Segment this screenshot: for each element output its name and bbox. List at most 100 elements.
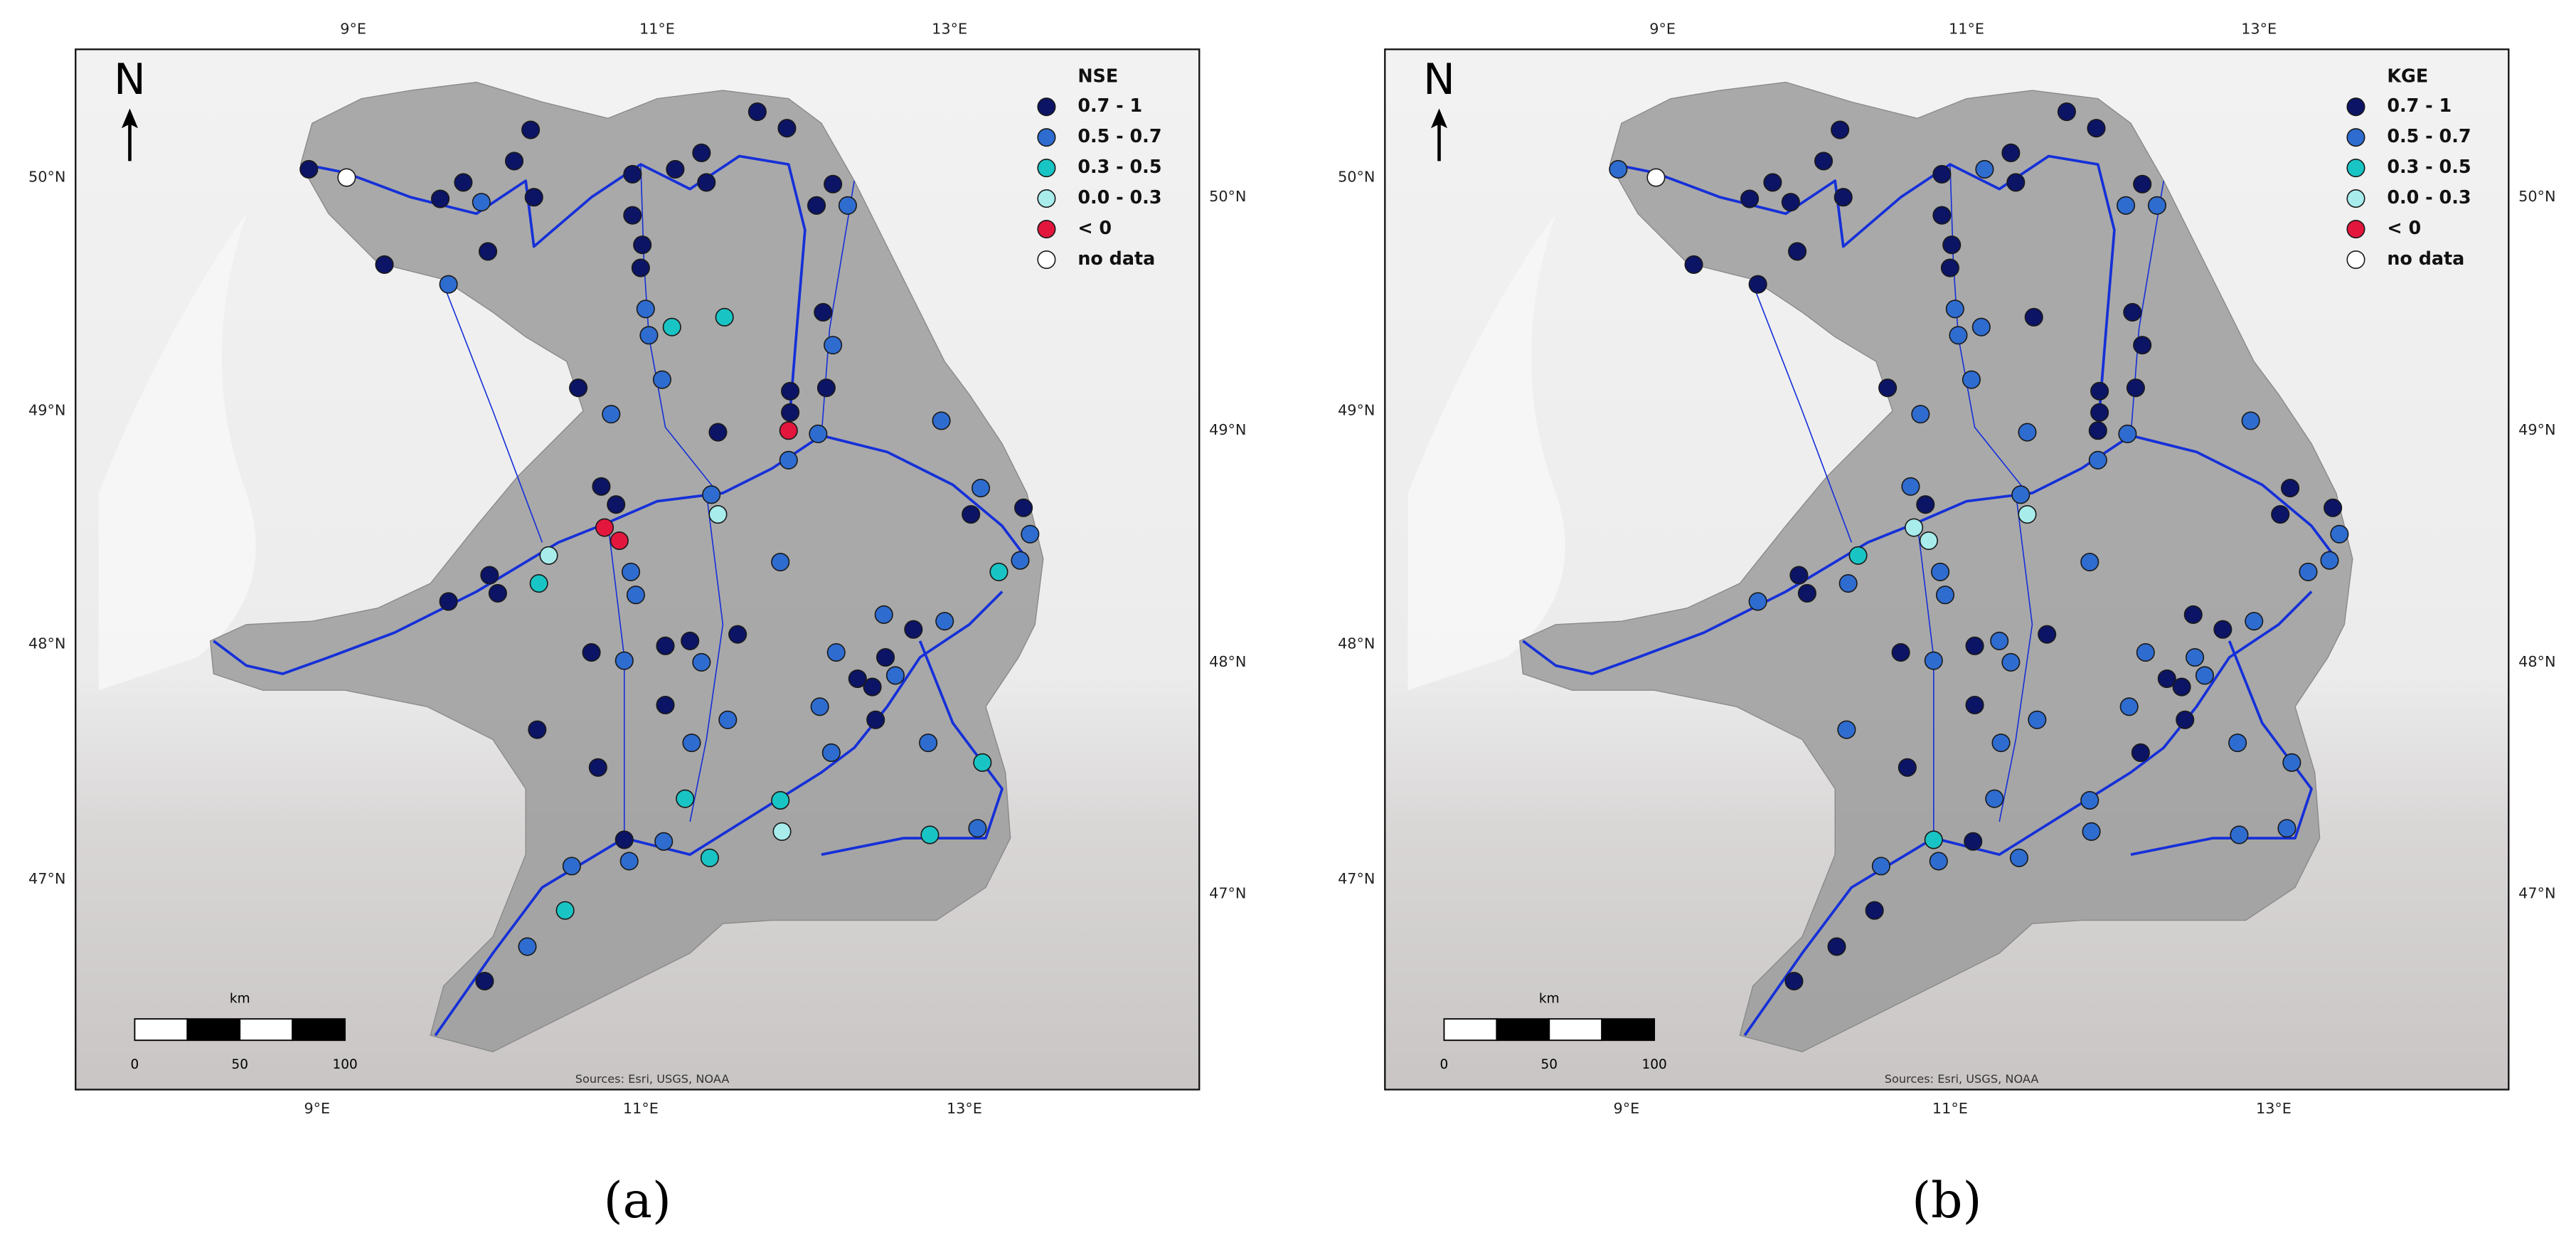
station [2330,524,2349,544]
scale-segment [1443,1018,1498,1042]
source-note: Sources: Esri, USGS, NOAA [575,1072,730,1086]
legend-symbol [2346,128,2365,147]
station [2271,504,2290,524]
station [2018,423,2037,442]
river [689,492,724,822]
station [2082,822,2101,841]
legend-symbol [1037,250,1056,270]
station [1924,830,1943,849]
station [1924,651,1943,670]
station [656,636,675,655]
station [1932,206,1952,225]
station [2324,498,2343,517]
station [504,152,524,171]
station [2118,424,2137,443]
station [2006,173,2026,192]
station [488,583,507,603]
river [1998,492,2033,822]
station [1962,370,1981,389]
station [1935,586,1955,605]
longitude-label: 9°E [340,21,366,38]
longitude-label: 13°E [947,1100,982,1117]
station [2117,196,2136,215]
station [2001,652,2021,672]
station [2009,848,2028,867]
station [1990,631,2009,650]
station [2195,666,2215,685]
station [2024,307,2043,327]
station [529,574,548,593]
station [1788,242,1807,261]
station [692,143,711,162]
station [582,643,601,662]
station [2088,421,2107,440]
station [1932,164,1952,184]
station [614,830,634,849]
station [2147,196,2167,215]
station [623,164,642,184]
station [885,666,905,685]
legend-title: NSE [1077,65,1118,87]
station [2176,710,2195,729]
longitude-label: 9°E [1613,1100,1639,1117]
map-panel: N 9°E 11°E 13°E 9°E 11°E 13°E 50°N 49°N 48°N 47°N 5… [28,21,1246,1230]
station [2119,697,2139,716]
main-river [2130,640,2313,857]
station [569,378,588,398]
station [588,758,607,777]
station [1827,937,1846,956]
station [682,733,701,753]
station [1971,317,1991,337]
station [2183,605,2203,624]
longitude-label: 13°E [2241,21,2277,38]
station [614,651,634,670]
station [619,852,639,871]
station [2133,174,2152,194]
river [821,180,855,436]
station [2281,479,2300,498]
legend-label: no data [2387,248,2464,269]
station [715,307,734,327]
legend-label: 0.0 - 0.3 [1077,186,1161,208]
north-arrow [1430,108,1448,161]
legend-symbol [1037,159,1056,178]
latitude-label: 49°N [28,402,65,419]
station [623,206,642,225]
latitude-label: 50°N [2518,188,2555,205]
station [1740,189,1760,208]
latitude-label: 47°N [1338,870,1375,887]
station [2080,790,2099,810]
station [662,317,681,337]
scale-unit: km [230,991,250,1006]
latitude-label: 48°N [1209,653,1246,670]
station [1748,592,1767,611]
station [2087,119,2106,138]
longitude-label: 11°E [623,1100,659,1117]
legend-label: 0.7 - 1 [2387,95,2452,116]
station [2136,643,2155,662]
station [973,753,992,772]
legend-label: 0.5 - 0.7 [1077,125,1161,147]
north-arrow [121,108,139,161]
station [654,832,674,851]
station [666,159,685,179]
lake-region [1407,213,1565,691]
latitude-label: 50°N [1338,169,1375,186]
station [472,193,491,212]
main-river [434,590,1004,1037]
station [728,625,747,644]
station [904,620,923,639]
station [2123,302,2142,322]
station [562,857,581,876]
station [771,552,790,572]
station [2126,378,2145,398]
station [968,819,987,838]
legend-symbol [2346,250,2365,270]
station [2057,102,2076,122]
station [1814,152,1833,171]
station [2320,551,2339,570]
main-river [1613,154,2116,431]
station [2299,562,2318,581]
legend-label: 0.3 - 0.5 [2387,156,2471,177]
source-note: Sources: Esri, USGS, NOAA [1885,1072,2039,1086]
